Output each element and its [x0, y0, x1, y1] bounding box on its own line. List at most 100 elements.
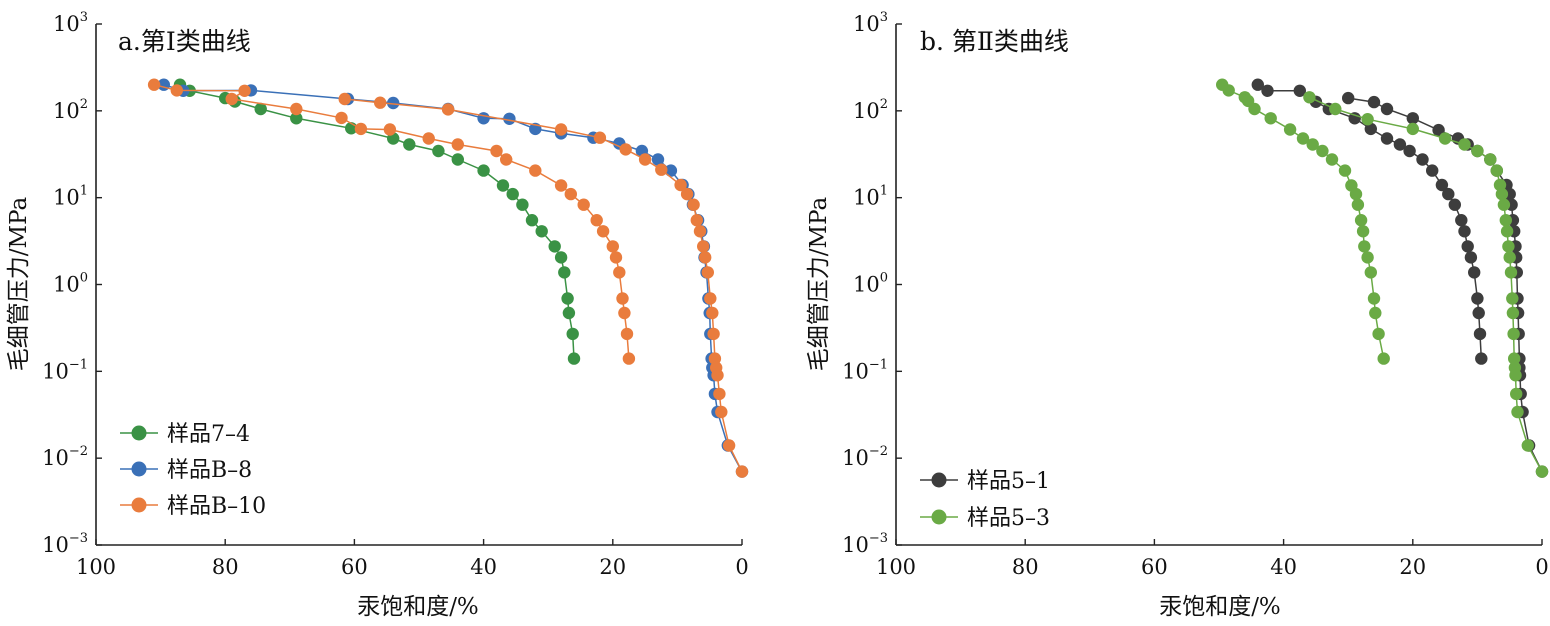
chart-title-b: b. 第Ⅱ类曲线 [920, 27, 1069, 56]
data-point [1495, 187, 1509, 201]
data-point [620, 327, 634, 341]
data-point [707, 327, 720, 341]
data-point [566, 327, 579, 341]
y-tick-label: 10−1 [842, 357, 888, 383]
x-tick-label: 80 [212, 555, 239, 579]
data-point [383, 123, 397, 136]
legend-item: 样品5–3 [920, 506, 1050, 531]
x-tick-label: 40 [1270, 555, 1297, 579]
legend-label: 样品5–1 [967, 469, 1050, 494]
data-point [1364, 122, 1378, 136]
chart-panel-b: b. 第Ⅱ类曲线 汞饱和度/% 毛细管压力/MPa 100 80 60 40 20 0 10… [806, 10, 1549, 620]
data-point [722, 439, 736, 452]
x-tick-label: 0 [1535, 555, 1548, 579]
x-tick-label: 40 [470, 555, 497, 579]
x-tick-label: 20 [1399, 555, 1426, 579]
data-point [1303, 91, 1316, 104]
data-point [432, 144, 445, 158]
data-point [1435, 178, 1449, 192]
data-point [1325, 153, 1339, 166]
data-point [1248, 102, 1261, 116]
data-point [1348, 112, 1361, 125]
data-point [616, 292, 629, 305]
data-point [606, 240, 619, 253]
x-tick-label: 80 [1012, 555, 1039, 579]
data-point [1508, 352, 1521, 365]
data-point [1349, 187, 1363, 201]
data-point [548, 240, 561, 253]
data-point [1473, 327, 1487, 341]
legend-marker [131, 497, 147, 513]
data-point [477, 112, 490, 125]
data-point [1251, 78, 1265, 91]
data-point [290, 112, 303, 125]
series-样品5–3 [1216, 78, 1390, 365]
data-point [1475, 352, 1488, 365]
data-point [593, 131, 607, 144]
data-point [1296, 132, 1310, 145]
data-point [490, 144, 503, 158]
data-point [1369, 306, 1382, 320]
x-tick-label: 100 [876, 555, 916, 579]
legend-item: 样品B–10 [120, 494, 266, 519]
legend-marker [931, 472, 947, 488]
data-point [1438, 132, 1452, 145]
data-point [1361, 113, 1374, 126]
data-point [451, 153, 464, 166]
y-axis-title-b: 毛细管压力/MPa [806, 196, 832, 371]
data-point [1264, 112, 1277, 125]
data-point [554, 179, 568, 192]
series-样品B–8 [157, 78, 749, 478]
data-point [238, 84, 251, 98]
x-tick-label: 0 [735, 555, 748, 579]
data-point [1511, 405, 1524, 419]
data-point [503, 112, 516, 126]
data-point [690, 214, 703, 227]
y-tick-label: 102 [53, 97, 88, 123]
data-point [693, 225, 707, 238]
data-point [1222, 84, 1235, 97]
y-tick-label: 103 [53, 10, 88, 36]
data-point [290, 102, 303, 116]
data-point [706, 306, 719, 320]
data-point [516, 198, 529, 211]
data-point [1442, 187, 1455, 201]
data-point [1500, 225, 1514, 238]
legend-label: 样品B–8 [167, 458, 252, 483]
legend-item: 样品7–4 [120, 422, 250, 447]
data-point [704, 292, 717, 305]
data-point [1329, 102, 1342, 116]
series-branch-3 [338, 92, 749, 478]
series-样品B–10 [147, 78, 636, 365]
data-point [1502, 240, 1515, 253]
data-point [1380, 102, 1394, 116]
data-point [699, 251, 712, 264]
data-point [1354, 214, 1368, 227]
data-point [1490, 164, 1504, 177]
data-point [655, 163, 668, 176]
data-point [1448, 198, 1462, 211]
data-point [1458, 225, 1471, 238]
data-point [441, 103, 455, 116]
data-point [674, 178, 687, 192]
data-point [618, 306, 631, 320]
series-line [179, 84, 575, 359]
data-point [1455, 214, 1468, 227]
data-point [1403, 144, 1416, 158]
data-point [1342, 91, 1355, 105]
data-point [1497, 198, 1511, 211]
data-point [1356, 225, 1370, 238]
data-point [254, 102, 267, 116]
legend-marker [131, 461, 147, 477]
data-point [554, 251, 568, 264]
data-point [1464, 251, 1478, 264]
data-point [562, 306, 576, 320]
data-point [1503, 251, 1516, 264]
data-point [613, 266, 626, 279]
data-point [387, 96, 400, 110]
data-point [1484, 153, 1497, 166]
data-point [609, 251, 623, 264]
data-point [638, 153, 652, 166]
data-point [403, 138, 416, 151]
